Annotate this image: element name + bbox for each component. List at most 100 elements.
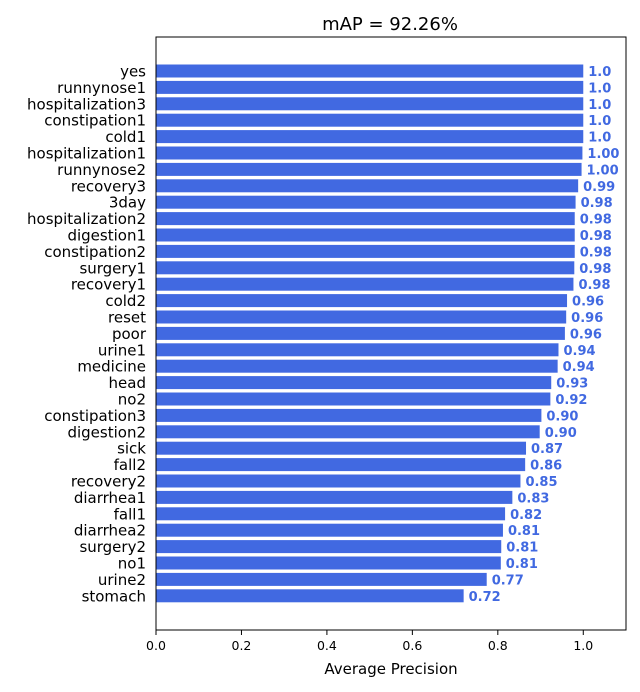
category-label: runnynose2 bbox=[57, 161, 146, 179]
value-label: 1.0 bbox=[588, 81, 611, 96]
bar-yes bbox=[156, 64, 584, 78]
category-label: urine2 bbox=[98, 571, 146, 589]
value-label: 0.83 bbox=[517, 491, 549, 506]
plot-area: yes 1.0 runnynose1 1.0 hospitalization3 1.0 co… bbox=[27, 63, 619, 654]
category-label: no2 bbox=[118, 391, 146, 409]
value-label: 0.81 bbox=[506, 541, 538, 556]
category-label: recovery2 bbox=[71, 473, 146, 491]
category-label: recovery1 bbox=[71, 276, 146, 294]
value-label: 0.72 bbox=[469, 590, 501, 605]
value-label: 1.0 bbox=[588, 98, 611, 113]
category-label: cold1 bbox=[105, 128, 146, 146]
bar-constipation2 bbox=[156, 244, 575, 258]
bar-urine2 bbox=[156, 572, 487, 586]
value-label: 0.98 bbox=[579, 262, 611, 277]
value-label: 0.96 bbox=[571, 311, 603, 326]
x-tick-label: 1.0 bbox=[573, 638, 593, 653]
value-label: 0.94 bbox=[563, 344, 595, 359]
value-label: 0.96 bbox=[570, 327, 602, 342]
bar-medicine bbox=[156, 359, 558, 373]
bar-digestion2 bbox=[156, 425, 540, 439]
value-label: 0.77 bbox=[492, 573, 524, 588]
value-label: 0.81 bbox=[508, 524, 540, 539]
value-label: 0.98 bbox=[581, 196, 613, 211]
category-label: no1 bbox=[118, 555, 146, 573]
category-label: reset bbox=[108, 309, 146, 327]
category-label: runnynose1 bbox=[57, 79, 146, 97]
x-tick-label: 0.4 bbox=[317, 638, 337, 653]
category-label: fall1 bbox=[114, 505, 146, 523]
value-label: 1.0 bbox=[588, 131, 611, 146]
bar-no1 bbox=[156, 556, 501, 570]
category-label: recovery3 bbox=[71, 177, 146, 195]
category-label: sick bbox=[117, 440, 146, 458]
value-label: 0.82 bbox=[510, 508, 542, 523]
chart-title: mAP = 92.26% bbox=[322, 14, 458, 35]
bar-diarrhea1 bbox=[156, 490, 513, 504]
bar-reset bbox=[156, 310, 567, 324]
bar-recovery1 bbox=[156, 277, 574, 291]
bar-hospitalization3 bbox=[156, 97, 584, 111]
bar-head bbox=[156, 376, 552, 390]
bar-runnynose2 bbox=[156, 162, 582, 176]
value-label: 0.98 bbox=[578, 278, 610, 293]
bar-urine1 bbox=[156, 343, 559, 357]
category-label: hospitalization3 bbox=[27, 95, 146, 113]
bar-hospitalization1 bbox=[156, 146, 583, 160]
category-label: surgery2 bbox=[79, 538, 146, 556]
category-label: urine1 bbox=[98, 341, 146, 359]
x-tick-label: 0.0 bbox=[146, 638, 166, 653]
bar-surgery2 bbox=[156, 540, 502, 554]
plot-frame bbox=[155, 36, 627, 631]
category-label: surgery1 bbox=[79, 259, 146, 277]
category-label: constipation3 bbox=[44, 407, 146, 425]
value-label: 0.87 bbox=[531, 442, 563, 457]
value-label: 0.94 bbox=[563, 360, 595, 375]
bar-hospitalization2 bbox=[156, 212, 575, 226]
category-label: constipation1 bbox=[44, 112, 146, 130]
bar-digestion1 bbox=[156, 228, 575, 242]
category-label: 3day bbox=[109, 194, 146, 212]
bar-no2 bbox=[156, 392, 551, 406]
category-label: hospitalization1 bbox=[27, 145, 146, 163]
value-label: 0.98 bbox=[580, 213, 612, 228]
category-label: digestion2 bbox=[67, 423, 146, 441]
value-label: 0.92 bbox=[555, 393, 587, 408]
value-label: 0.98 bbox=[580, 229, 612, 244]
value-label: 0.85 bbox=[525, 475, 557, 490]
category-label: hospitalization2 bbox=[27, 210, 146, 228]
x-tick-label: 0.2 bbox=[232, 638, 252, 653]
value-label: 0.90 bbox=[545, 426, 577, 441]
category-label: digestion1 bbox=[67, 227, 146, 245]
value-label: 1.0 bbox=[588, 65, 611, 80]
bar-surgery1 bbox=[156, 261, 575, 275]
bar-fall1 bbox=[156, 507, 506, 521]
category-label: yes bbox=[120, 63, 146, 81]
category-label: fall2 bbox=[114, 456, 146, 474]
bar-poor bbox=[156, 326, 565, 340]
x-tick-label: 0.8 bbox=[488, 638, 508, 653]
category-label: constipation2 bbox=[44, 243, 146, 261]
bar-3day bbox=[156, 195, 576, 209]
category-label: diarrhea1 bbox=[74, 489, 146, 507]
value-label: 1.00 bbox=[587, 147, 619, 162]
bar-diarrhea2 bbox=[156, 523, 503, 537]
category-label: cold2 bbox=[105, 292, 146, 310]
bar-constipation3 bbox=[156, 408, 542, 422]
bar-stomach bbox=[156, 589, 464, 603]
value-label: 0.86 bbox=[530, 459, 562, 474]
category-label: medicine bbox=[77, 358, 146, 376]
value-label: 1.0 bbox=[588, 114, 611, 129]
value-label: 0.90 bbox=[546, 409, 578, 424]
bar-fall2 bbox=[156, 458, 526, 472]
value-label: 0.98 bbox=[580, 245, 612, 260]
value-label: 0.96 bbox=[572, 295, 604, 310]
category-label: stomach bbox=[82, 587, 146, 605]
category-label: diarrhea2 bbox=[74, 522, 146, 540]
value-label: 0.81 bbox=[506, 557, 538, 572]
category-label: head bbox=[109, 374, 146, 392]
value-label: 0.93 bbox=[556, 377, 588, 392]
bar-sick bbox=[156, 441, 527, 455]
x-axis-label: Average Precision bbox=[324, 660, 457, 678]
